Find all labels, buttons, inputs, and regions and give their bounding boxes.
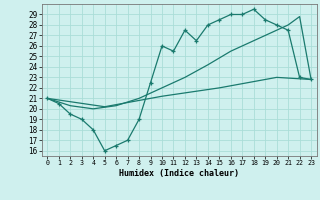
X-axis label: Humidex (Indice chaleur): Humidex (Indice chaleur)	[119, 169, 239, 178]
